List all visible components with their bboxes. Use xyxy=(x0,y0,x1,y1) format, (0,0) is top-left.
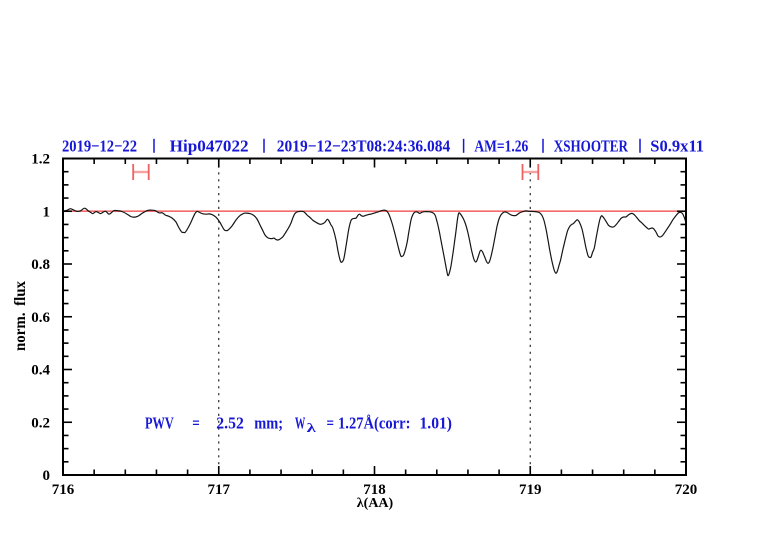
svg-text:PWV: PWV xyxy=(145,414,174,433)
svg-text:717: 717 xyxy=(208,482,231,498)
svg-text:2.52: 2.52 xyxy=(216,414,244,433)
svg-text:718: 718 xyxy=(363,482,386,498)
svg-text:716: 716 xyxy=(52,482,75,498)
svg-text:=: = xyxy=(327,414,335,433)
svg-text:S0.9x11: S0.9x11 xyxy=(650,137,704,156)
svg-text:Hip047022: Hip047022 xyxy=(170,137,249,156)
svg-text:1.27Å(corr:: 1.27Å(corr: xyxy=(338,414,411,433)
svg-text:2019−12−22: 2019−12−22 xyxy=(62,137,137,156)
svg-text:W: W xyxy=(295,414,306,433)
svg-text:1: 1 xyxy=(43,204,51,220)
svg-text:AM=1.26: AM=1.26 xyxy=(474,137,528,156)
svg-text:0.2: 0.2 xyxy=(31,415,50,431)
svg-text:1.2: 1.2 xyxy=(31,152,50,168)
svg-text:=: = xyxy=(192,414,200,433)
svg-text:1.01): 1.01) xyxy=(420,414,453,433)
svg-text:2019−12−23T08:24:36.084: 2019−12−23T08:24:36.084 xyxy=(277,137,451,156)
svg-text:719: 719 xyxy=(519,482,542,498)
svg-text:λ(AA): λ(AA) xyxy=(357,496,394,511)
svg-text:0: 0 xyxy=(43,468,51,484)
svg-text:0.6: 0.6 xyxy=(31,310,50,326)
svg-text:0.4: 0.4 xyxy=(31,363,50,379)
svg-text:XSHOOTER: XSHOOTER xyxy=(554,137,629,156)
svg-text:0.8: 0.8 xyxy=(31,257,50,273)
svg-text:λ: λ xyxy=(307,421,317,435)
svg-text:720: 720 xyxy=(675,482,698,498)
svg-text:norm. flux: norm. flux xyxy=(12,281,29,351)
svg-text:mm;: mm; xyxy=(254,414,283,433)
